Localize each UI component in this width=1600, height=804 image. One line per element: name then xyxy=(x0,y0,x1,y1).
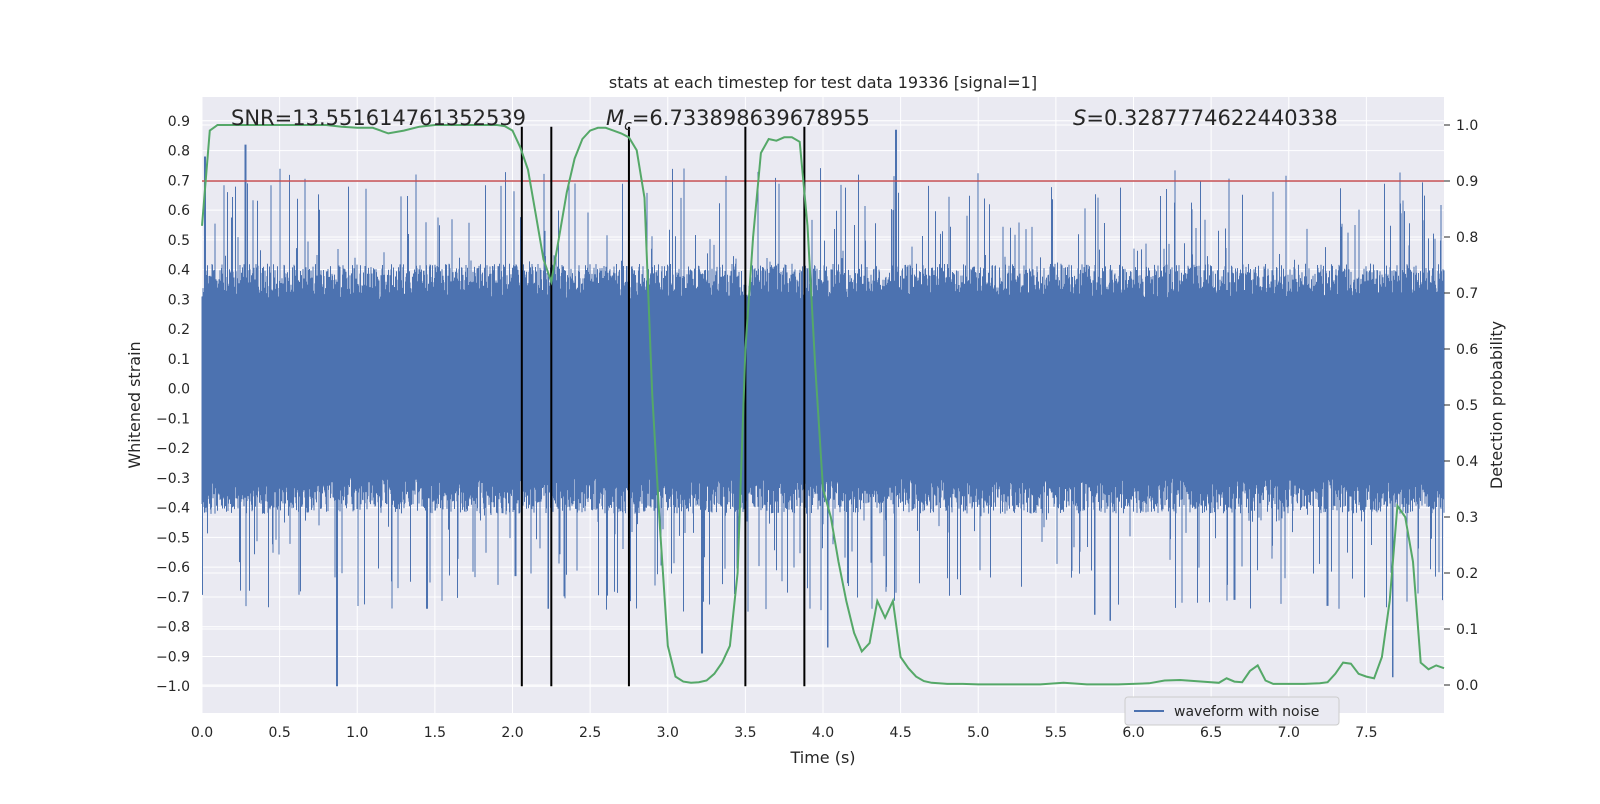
y-right-tick-label: 0.4 xyxy=(1456,454,1478,470)
y-tick-label: 0.4 xyxy=(168,263,190,279)
chirp-mass-subscript: c xyxy=(624,118,632,134)
spin-annotation: S=0.3287774622440338 xyxy=(1073,106,1338,130)
y-right-tick-label: 0.0 xyxy=(1456,678,1478,694)
y-tick-label: −0.8 xyxy=(156,620,190,636)
spin-symbol: S xyxy=(1073,106,1086,130)
x-ticks: 0.0 0.5 1.0 1.5 2.0 2.5 3.0 3.5 4.0 4.5 5.0 5.5 6.0 6… xyxy=(191,725,1378,741)
x-tick-label: 5.0 xyxy=(967,725,989,741)
legend: waveform with noise xyxy=(1124,696,1340,726)
y-tick-label: 0.2 xyxy=(168,322,190,338)
waveform-trace xyxy=(201,129,1445,687)
y-axis-label-right: Detection probability xyxy=(1487,321,1506,489)
y-tick-label: 0.1 xyxy=(168,352,190,368)
x-tick-label: 6.5 xyxy=(1200,725,1222,741)
plot-content xyxy=(201,124,1445,687)
x-tick-label: 6.0 xyxy=(1122,725,1144,741)
y-right-tick-label: 0.8 xyxy=(1456,230,1478,246)
y-tick-label: −1.0 xyxy=(156,679,190,695)
x-tick-label: 2.5 xyxy=(579,725,601,741)
x-tick-label: 4.5 xyxy=(889,725,911,741)
x-tick-label: 1.5 xyxy=(424,725,446,741)
y-tick-label: −0.1 xyxy=(156,411,190,427)
y-tick-label: 0.7 xyxy=(168,173,190,189)
y-tick-label: −0.9 xyxy=(156,649,190,665)
y-tick-label: −0.3 xyxy=(156,471,190,487)
y-tick-label: −0.4 xyxy=(156,501,190,517)
y-right-tick-label: 1.0 xyxy=(1456,118,1478,134)
y-tick-label: 0.0 xyxy=(168,382,190,398)
x-tick-label: 0.5 xyxy=(268,725,290,741)
chirp-mass-value: =6.733898639678955 xyxy=(632,106,870,130)
x-tick-label: 3.5 xyxy=(734,725,756,741)
y-tick-label: −0.2 xyxy=(156,441,190,457)
chart-title: stats at each timestep for test data 193… xyxy=(609,73,1037,92)
x-tick-label: 1.0 xyxy=(346,725,368,741)
waveform-series xyxy=(201,129,1445,687)
y-tick-label: 0.3 xyxy=(168,292,190,308)
x-tick-label: 7.5 xyxy=(1355,725,1377,741)
y-tick-label: −0.7 xyxy=(156,590,190,606)
spin-value: =0.3287774622440338 xyxy=(1086,106,1337,130)
y-tick-label: 0.5 xyxy=(168,233,190,249)
y-right-tick-label: 0.5 xyxy=(1456,398,1478,414)
x-tick-label: 0.0 xyxy=(191,725,213,741)
y-ticks-left: 0.9 0.8 0.7 0.6 0.5 0.4 0.3 0.2 0.1 0.0 −0.1 −0.2 −0… xyxy=(156,114,190,695)
probability-line xyxy=(201,124,1445,686)
y-right-tick-label: 0.6 xyxy=(1456,342,1478,358)
legend-label: waveform with noise xyxy=(1174,704,1319,720)
x-axis-label: Time (s) xyxy=(789,748,855,767)
y-tick-label: 0.8 xyxy=(168,144,190,160)
y-right-tick-label: 0.7 xyxy=(1456,286,1478,302)
y-axis-label: Whitened strain xyxy=(125,341,144,468)
y-ticks-right: 1.0 0.9 0.8 0.7 0.6 0.5 0.4 0.3 0.2 0.1 0.0 xyxy=(1444,118,1478,694)
y-right-tick-label: 0.2 xyxy=(1456,566,1478,582)
x-tick-label: 7.0 xyxy=(1278,725,1300,741)
y-right-tick-label: 0.9 xyxy=(1456,174,1478,190)
x-tick-label: 3.0 xyxy=(657,725,679,741)
chirp-mass-annotation: Mc=6.733898639678955 xyxy=(606,106,870,134)
x-tick-label: 2.0 xyxy=(501,725,523,741)
snr-annotation: SNR=13.551614761352539 xyxy=(231,106,526,130)
x-tick-label: 5.5 xyxy=(1045,725,1067,741)
y-right-tick-label: 0.3 xyxy=(1456,510,1478,526)
chirp-mass-symbol: M xyxy=(606,106,624,130)
legend-box xyxy=(1124,696,1340,726)
x-tick-label: 4.0 xyxy=(812,725,834,741)
y-right-tick-label: 0.1 xyxy=(1456,622,1478,638)
y-tick-label: 0.6 xyxy=(168,203,190,219)
y-tick-label: 0.9 xyxy=(168,114,190,130)
vertical-markers xyxy=(520,126,806,687)
y-tick-label: −0.5 xyxy=(156,530,190,546)
y-tick-label: −0.6 xyxy=(156,560,190,576)
